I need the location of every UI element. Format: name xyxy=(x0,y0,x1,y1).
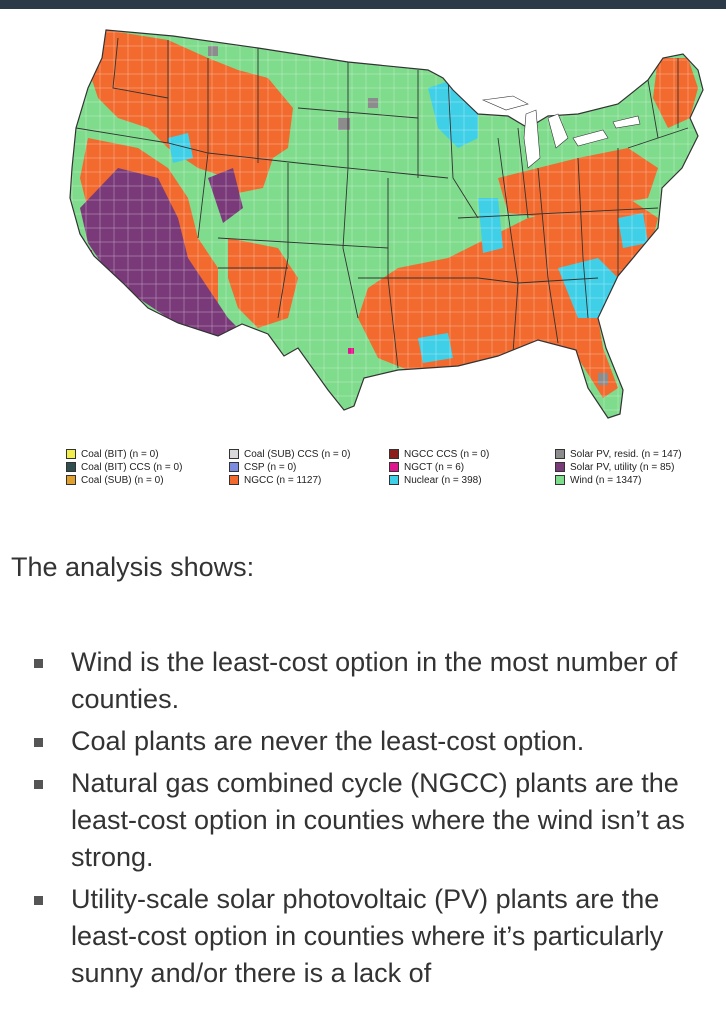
legend-swatch xyxy=(555,475,565,485)
solar-resid-patch-4 xyxy=(368,98,378,108)
legend-label: NGCC CCS (n = 0) xyxy=(404,448,490,460)
legend-swatch xyxy=(229,449,239,459)
legend-label: Wind (n = 1347) xyxy=(570,474,642,486)
solar-resid-patch-1 xyxy=(338,118,350,130)
list-item: Wind is the least-cost option in the mos… xyxy=(34,644,724,718)
legend-item-ngct: NGCT (n = 6) xyxy=(389,461,555,473)
map-legend: Coal (BIT) (n = 0) Coal (SUB) CCS (n = 0… xyxy=(66,448,716,486)
finding-text: Utility-scale solar photovoltaic (PV) pl… xyxy=(71,884,664,988)
us-county-map xyxy=(58,18,718,428)
legend-swatch xyxy=(66,475,76,485)
legend-item-solar-pv-resid: Solar PV, resid. (n = 147) xyxy=(555,448,716,460)
legend-label: CSP (n = 0) xyxy=(244,461,297,473)
legend-label: NGCC (n = 1127) xyxy=(244,474,322,486)
bullet-icon xyxy=(34,659,43,668)
legend-swatch xyxy=(389,475,399,485)
legend-swatch xyxy=(389,449,399,459)
legend-label: Nuclear (n = 398) xyxy=(404,474,482,486)
legend-label: Solar PV, utility (n = 85) xyxy=(570,461,675,473)
nuclear-region-gulf xyxy=(418,333,453,363)
legend-swatch xyxy=(66,449,76,459)
legend-label: Coal (SUB) CCS (n = 0) xyxy=(244,448,351,460)
legend-item-coal-sub: Coal (SUB) (n = 0) xyxy=(66,474,229,486)
solar-resid-patch-2 xyxy=(208,46,218,56)
bullet-icon xyxy=(34,738,43,747)
legend-item-wind: Wind (n = 1347) xyxy=(555,474,716,486)
bullet-icon xyxy=(34,780,43,789)
nuclear-region-idaho xyxy=(168,133,193,163)
findings-list: Wind is the least-cost option in the mos… xyxy=(34,644,724,997)
legend-swatch xyxy=(229,475,239,485)
map-svg xyxy=(69,29,704,419)
list-item: Natural gas combined cycle (NGCC) plants… xyxy=(34,765,724,876)
solar-utility-region xyxy=(80,168,308,393)
analysis-intro: The analysis shows: xyxy=(11,552,255,582)
bullet-icon xyxy=(34,896,43,905)
solar-resid-patch-3 xyxy=(598,373,608,385)
great-lakes xyxy=(481,95,641,169)
legend-label: Solar PV, resid. (n = 147) xyxy=(570,448,682,460)
legend-item-coal-bit: Coal (BIT) (n = 0) xyxy=(66,448,229,460)
finding-text: Natural gas combined cycle (NGCC) plants… xyxy=(71,768,685,872)
ngct-patch-2 xyxy=(348,348,354,354)
legend-swatch xyxy=(66,462,76,472)
legend-item-ngcc-ccs: NGCC CCS (n = 0) xyxy=(389,448,555,460)
legend-item-csp: CSP (n = 0) xyxy=(229,461,389,473)
legend-swatch xyxy=(389,462,399,472)
finding-text: Coal plants are never the least-cost opt… xyxy=(71,726,585,756)
nuclear-region-southeast xyxy=(558,258,618,318)
state-borders xyxy=(75,37,689,369)
legend-item-coal-sub-ccs: Coal (SUB) CCS (n = 0) xyxy=(229,448,389,460)
legend-item-ngcc: NGCC (n = 1127) xyxy=(229,474,389,486)
legend-label: Coal (BIT) (n = 0) xyxy=(81,448,159,460)
legend-label: Coal (BIT) CCS (n = 0) xyxy=(81,461,183,473)
solar-utility-patch xyxy=(208,168,243,223)
legend-swatch xyxy=(229,462,239,472)
legend-label: NGCT (n = 6) xyxy=(404,461,465,473)
top-bar xyxy=(0,0,726,9)
legend-item-coal-bit-ccs: Coal (BIT) CCS (n = 0) xyxy=(66,461,229,473)
ngcc-region-northeast xyxy=(653,58,698,128)
legend-swatch xyxy=(555,449,565,459)
legend-label: Coal (SUB) (n = 0) xyxy=(81,474,164,486)
legend-swatch xyxy=(555,462,565,472)
finding-text: Wind is the least-cost option in the mos… xyxy=(71,647,678,714)
legend-item-solar-pv-utility: Solar PV, utility (n = 85) xyxy=(555,461,716,473)
ngcc-region-rockies xyxy=(223,118,273,193)
legend-item-nuclear: Nuclear (n = 398) xyxy=(389,474,555,486)
nuclear-region-illinois xyxy=(478,198,503,253)
list-item: Coal plants are never the least-cost opt… xyxy=(34,723,724,760)
list-item: Utility-scale solar photovoltaic (PV) pl… xyxy=(34,881,724,992)
nuclear-region-carolinas xyxy=(618,213,648,248)
